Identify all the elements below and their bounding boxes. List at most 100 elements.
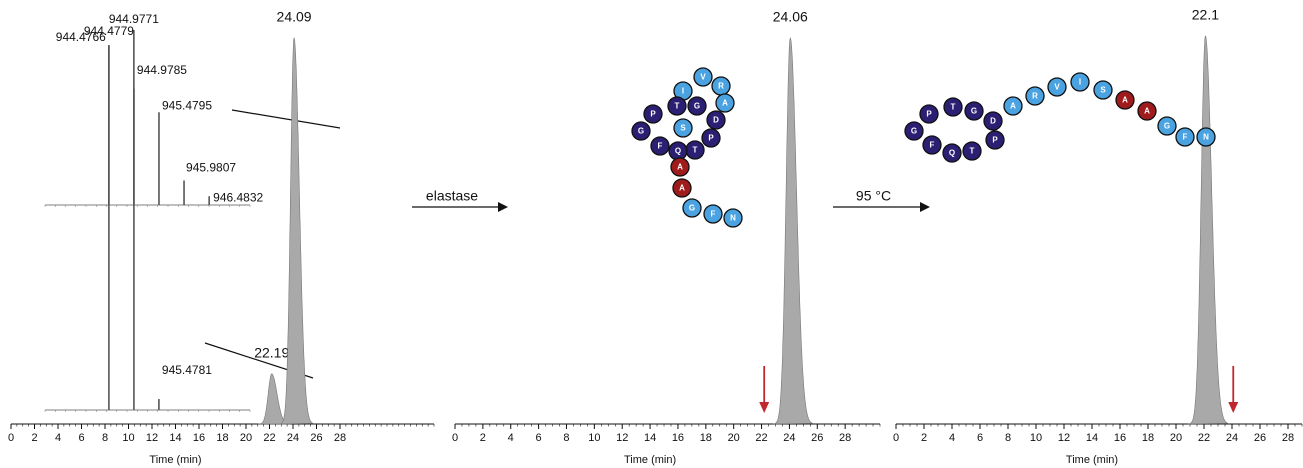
x-tick-label: 6 xyxy=(78,432,84,444)
residue-letter: A xyxy=(1144,107,1150,116)
residue-letter: G xyxy=(689,204,695,213)
marker-arrowhead xyxy=(1228,402,1239,413)
marker-arrowhead xyxy=(759,402,770,413)
residue xyxy=(942,143,962,163)
residue-letter: V xyxy=(1054,83,1060,92)
residue-letter: P xyxy=(926,110,932,119)
residue xyxy=(1025,86,1045,106)
mass-label: 944.4779 xyxy=(84,24,134,38)
mass-label: 945.4781 xyxy=(162,363,212,377)
x-tick-label: 12 xyxy=(616,432,628,444)
residue xyxy=(670,157,690,177)
residue-letter: V xyxy=(700,73,706,82)
residue-letter: T xyxy=(970,147,975,156)
residue-letter: P xyxy=(708,134,714,143)
residue-letter: Q xyxy=(675,147,681,156)
x-tick-label: 26 xyxy=(1254,432,1266,444)
x-tick-label: 10 xyxy=(1030,432,1042,444)
residue-letter: F xyxy=(658,142,663,151)
residue-letter: R xyxy=(718,82,724,91)
residue xyxy=(672,178,692,198)
x-tick-label: 2 xyxy=(31,432,37,444)
x-tick-label: 20 xyxy=(240,432,252,444)
x-tick-label: 20 xyxy=(728,432,740,444)
x-tick-label: 28 xyxy=(1282,432,1294,444)
x-tick-label: 0 xyxy=(452,432,458,444)
x-tick-label: 24 xyxy=(783,432,795,444)
x-tick-label: 0 xyxy=(893,432,899,444)
residue-letter: G xyxy=(1164,122,1170,131)
x-tick-label: 28 xyxy=(334,432,346,444)
process-label: elastase xyxy=(426,188,478,204)
peak xyxy=(773,37,813,425)
mass-label: 945.9807 xyxy=(186,161,236,175)
x-tick-label: 8 xyxy=(1005,432,1011,444)
peak xyxy=(1188,35,1228,425)
mass-label: 944.9771 xyxy=(109,12,159,26)
residue-letter: T xyxy=(675,102,680,111)
x-tick-label: 2 xyxy=(480,432,486,444)
x-tick-label: 26 xyxy=(310,432,322,444)
residue-letter: D xyxy=(990,117,996,126)
residue xyxy=(1196,127,1216,147)
residue xyxy=(650,136,670,156)
x-axis-label: Time (min) xyxy=(1066,454,1118,466)
residue-letter: N xyxy=(1203,133,1209,142)
residue xyxy=(1137,101,1157,121)
residue xyxy=(1003,96,1023,116)
residue xyxy=(682,198,702,218)
x-tick-label: 6 xyxy=(536,432,542,444)
x-tick-label: 14 xyxy=(644,432,656,444)
residue xyxy=(673,118,693,138)
mass-label: 944.9785 xyxy=(137,63,187,77)
residue-letter: D xyxy=(713,116,719,125)
residue-letter: F xyxy=(1183,133,1188,142)
x-tick-label: 4 xyxy=(55,432,61,444)
x-tick-label: 18 xyxy=(1142,432,1154,444)
x-tick-label: 22 xyxy=(263,432,275,444)
mass-label: 945.4795 xyxy=(162,98,212,112)
residue xyxy=(1175,127,1195,147)
mass-label: 944.4766 xyxy=(56,30,106,44)
residue xyxy=(706,110,726,130)
x-tick-label: 24 xyxy=(287,432,299,444)
x-tick-label: 0 xyxy=(8,432,14,444)
residue xyxy=(701,128,721,148)
residue-letter: R xyxy=(1032,92,1038,101)
residue-letter: G xyxy=(694,102,700,111)
residue xyxy=(962,141,982,161)
x-tick-label: 4 xyxy=(949,432,955,444)
x-tick-label: 12 xyxy=(1058,432,1070,444)
residue xyxy=(983,111,1003,131)
x-tick-label: 4 xyxy=(508,432,514,444)
x-tick-label: 6 xyxy=(977,432,983,444)
residue-letter: T xyxy=(951,103,956,112)
x-tick-label: 2 xyxy=(921,432,927,444)
x-tick-label: 16 xyxy=(1114,432,1126,444)
residue xyxy=(693,67,713,87)
residue-letter: Q xyxy=(949,149,955,158)
x-tick-label: 26 xyxy=(811,432,823,444)
residue-letter: G xyxy=(638,127,644,136)
residue-letter: A xyxy=(677,163,683,172)
x-axis-label: Time (min) xyxy=(624,454,676,466)
residue-letter: T xyxy=(693,146,698,155)
residue xyxy=(964,101,984,121)
residue-letter: S xyxy=(1100,86,1106,95)
residue-letter: A xyxy=(722,99,728,108)
peak-label: 22.1 xyxy=(1192,7,1219,23)
residue xyxy=(904,121,924,141)
residue xyxy=(1115,90,1135,110)
residue xyxy=(919,104,939,124)
x-tick-label: 18 xyxy=(216,432,228,444)
x-tick-label: 24 xyxy=(1226,432,1238,444)
residue xyxy=(667,96,687,116)
x-axis-label: Time (min) xyxy=(149,454,201,466)
residue xyxy=(1070,72,1090,92)
x-tick-label: 16 xyxy=(672,432,684,444)
residue-letter: A xyxy=(1122,96,1128,105)
residue xyxy=(1157,116,1177,136)
residue-letter: I xyxy=(682,87,684,96)
x-tick-label: 8 xyxy=(102,432,108,444)
